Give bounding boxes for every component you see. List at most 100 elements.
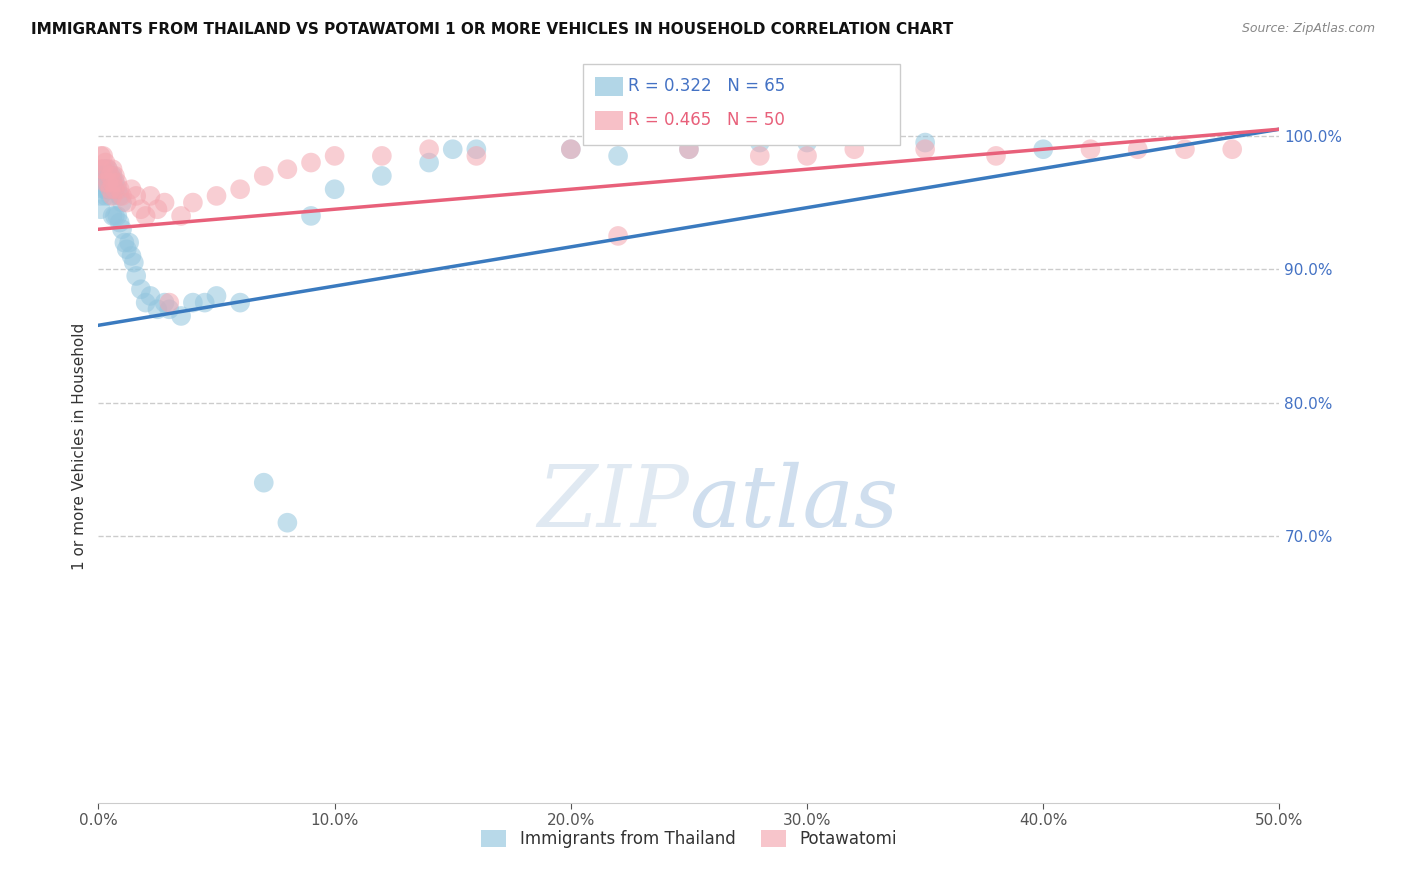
Point: [101, 169, 124, 183]
Point: [97, 176, 120, 190]
Point: [101, 209, 124, 223]
Point: [441, 142, 464, 156]
Point: [139, 189, 162, 203]
Point: [90, 202, 112, 217]
Point: [146, 202, 169, 217]
Point: [91, 162, 114, 177]
Point: [135, 209, 157, 223]
Point: [94, 182, 117, 196]
Point: [104, 169, 127, 183]
Point: [105, 209, 128, 223]
Point: [153, 195, 176, 210]
Point: [111, 222, 134, 236]
Point: [229, 295, 252, 310]
Point: [94, 176, 117, 190]
Point: [101, 162, 124, 177]
Point: [678, 142, 700, 156]
Point: [560, 142, 582, 156]
Point: [229, 182, 252, 196]
Point: [101, 189, 124, 203]
Legend: Immigrants from Thailand, Potawatomi: Immigrants from Thailand, Potawatomi: [475, 823, 903, 855]
Text: ZIP: ZIP: [537, 462, 689, 544]
Point: [98, 176, 121, 190]
Point: [90, 176, 112, 190]
Point: [796, 149, 818, 163]
Text: R = 0.322   N = 65: R = 0.322 N = 65: [628, 77, 786, 95]
Point: [91, 176, 114, 190]
Point: [115, 195, 138, 210]
Point: [125, 268, 148, 283]
Point: [607, 149, 630, 163]
Point: [91, 169, 114, 183]
Point: [108, 182, 131, 196]
Point: [299, 209, 322, 223]
Point: [90, 189, 112, 203]
Point: [1126, 142, 1149, 156]
Point: [98, 169, 121, 183]
Point: [276, 162, 298, 177]
Point: [104, 209, 127, 223]
Point: [1220, 142, 1243, 156]
Point: [844, 142, 866, 156]
Point: [181, 295, 204, 310]
Text: IMMIGRANTS FROM THAILAND VS POTAWATOMI 1 OR MORE VEHICLES IN HOUSEHOLD CORRELATI: IMMIGRANTS FROM THAILAND VS POTAWATOMI 1…: [31, 22, 953, 37]
Point: [984, 149, 1007, 163]
Point: [748, 149, 770, 163]
Point: [91, 162, 114, 177]
Point: [111, 195, 134, 210]
Point: [105, 182, 128, 196]
Point: [157, 302, 180, 317]
Point: [253, 169, 276, 183]
Point: [104, 182, 127, 196]
Point: [108, 216, 131, 230]
Point: [276, 516, 298, 530]
Point: [1080, 142, 1102, 156]
Point: [465, 149, 488, 163]
Point: [105, 176, 128, 190]
Point: [1032, 142, 1054, 156]
Point: [253, 475, 276, 490]
Point: [97, 182, 120, 196]
Point: [94, 155, 117, 169]
Point: [111, 189, 134, 203]
Point: [299, 155, 322, 169]
Point: [98, 182, 121, 196]
Point: [122, 255, 145, 269]
Point: [371, 149, 394, 163]
Point: [94, 189, 117, 203]
Point: [91, 149, 114, 163]
Point: [181, 195, 204, 210]
Point: [112, 235, 135, 250]
Point: [104, 182, 127, 196]
Point: [678, 142, 700, 156]
Point: [914, 136, 936, 150]
Point: [125, 189, 148, 203]
Point: [118, 235, 141, 250]
Point: [748, 136, 770, 150]
Point: [94, 176, 117, 190]
Point: [914, 142, 936, 156]
Point: [1174, 142, 1197, 156]
Point: [607, 228, 630, 243]
Point: [97, 169, 120, 183]
Text: R = 0.465   N = 50: R = 0.465 N = 50: [628, 111, 786, 128]
Point: [796, 136, 818, 150]
Point: [98, 189, 121, 203]
Point: [194, 295, 217, 310]
Point: [170, 209, 193, 223]
Point: [115, 242, 138, 256]
Point: [97, 162, 120, 177]
Point: [153, 295, 176, 310]
Point: [323, 149, 346, 163]
Point: [91, 182, 114, 196]
Point: [101, 176, 124, 190]
Point: [98, 169, 121, 183]
Point: [121, 182, 143, 196]
Point: [129, 202, 152, 217]
Point: [90, 149, 112, 163]
Point: [157, 295, 180, 310]
Point: [129, 282, 152, 296]
Point: [560, 142, 582, 156]
Point: [205, 289, 228, 303]
Point: [90, 162, 112, 177]
